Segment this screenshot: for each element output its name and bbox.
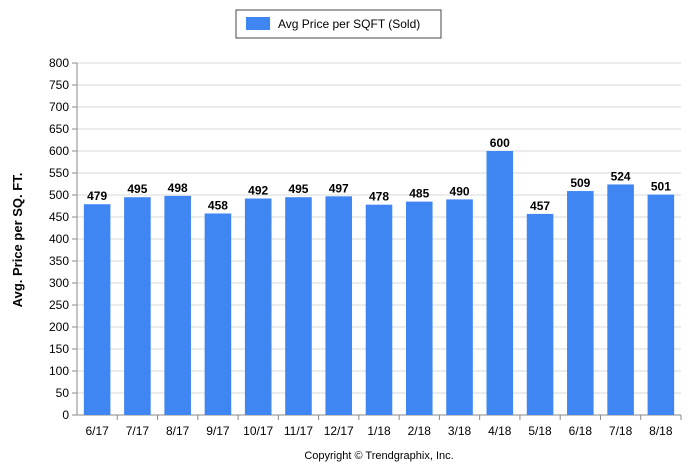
y-tick-label: 600	[49, 144, 69, 158]
x-tick-label: 5/18	[528, 424, 552, 438]
y-tick-label: 450	[49, 210, 69, 224]
bar	[446, 199, 473, 415]
y-tick-label: 700	[49, 100, 69, 114]
bar	[365, 204, 393, 415]
y-tick-label: 400	[49, 232, 69, 246]
data-label: 458	[208, 198, 228, 212]
y-tick-label: 350	[49, 254, 69, 268]
data-label: 492	[248, 184, 268, 198]
x-tick-label: 3/18	[448, 424, 472, 438]
y-tick-label: 150	[49, 342, 69, 356]
x-tick-label: 1/18	[367, 424, 391, 438]
data-label: 600	[490, 136, 510, 150]
data-label: 497	[329, 181, 349, 195]
data-label: 509	[570, 176, 590, 190]
x-tick-label: 6/17	[85, 424, 109, 438]
bar	[405, 201, 433, 415]
x-tick-label: 9/17	[206, 424, 230, 438]
x-tick-label: 12/17	[324, 424, 354, 438]
y-axis-label: Avg. Price per SQ. FT.	[10, 173, 25, 308]
y-tick-label: 250	[49, 298, 69, 312]
y-tick-label: 0	[62, 408, 69, 422]
bar	[285, 197, 312, 415]
bar	[567, 191, 594, 415]
x-tick-label: 8/17	[166, 424, 190, 438]
bar	[607, 184, 634, 415]
data-label: 479	[87, 189, 107, 203]
y-tick-label: 550	[49, 166, 69, 180]
data-label: 478	[369, 190, 389, 204]
x-tick-label: 10/17	[243, 424, 273, 438]
y-tick-label: 50	[56, 386, 70, 400]
y-tick-label: 300	[49, 276, 69, 290]
legend: Avg Price per SQFT (Sold)	[235, 9, 442, 39]
x-tick-label: 2/18	[408, 424, 432, 438]
y-tick-label: 200	[49, 320, 69, 334]
y-tick-label: 750	[49, 78, 69, 92]
bar	[204, 213, 232, 415]
bar	[124, 197, 151, 415]
data-label: 457	[530, 199, 550, 213]
copyright-text: Copyright © Trendgraphix, Inc.	[304, 450, 453, 462]
plot-area: 0 50 100 150 200 250 300 350 400 450 500 550 600 650 7…	[49, 56, 682, 438]
bar	[83, 204, 111, 415]
x-tick-label: 4/18	[488, 424, 512, 438]
bar	[244, 198, 272, 415]
y-tick-label: 800	[49, 56, 69, 70]
legend-label: Avg Price per SQFT (Sold)	[278, 17, 420, 31]
data-label: 490	[450, 184, 470, 198]
legend-box	[235, 9, 442, 39]
bar	[486, 151, 514, 415]
x-tick-label: 11/17	[284, 424, 313, 438]
data-label: 485	[409, 187, 429, 201]
x-tick-label: 7/17	[126, 424, 150, 438]
legend-swatch	[246, 17, 270, 30]
x-tick-label: 8/18	[649, 424, 673, 438]
data-label: 495	[288, 182, 308, 196]
data-label: 501	[651, 180, 671, 194]
bar	[164, 195, 191, 415]
data-label: 524	[611, 169, 631, 183]
y-tick-label: 650	[49, 122, 69, 136]
data-label: 495	[127, 182, 147, 196]
bar	[325, 196, 353, 415]
y-tick-label: 100	[49, 364, 69, 378]
x-tick-label: 6/18	[569, 424, 593, 438]
bar	[647, 194, 675, 415]
data-label: 498	[168, 181, 188, 195]
bar	[526, 213, 554, 415]
y-tick-label: 500	[49, 188, 69, 202]
x-tick-label: 7/18	[609, 424, 633, 438]
